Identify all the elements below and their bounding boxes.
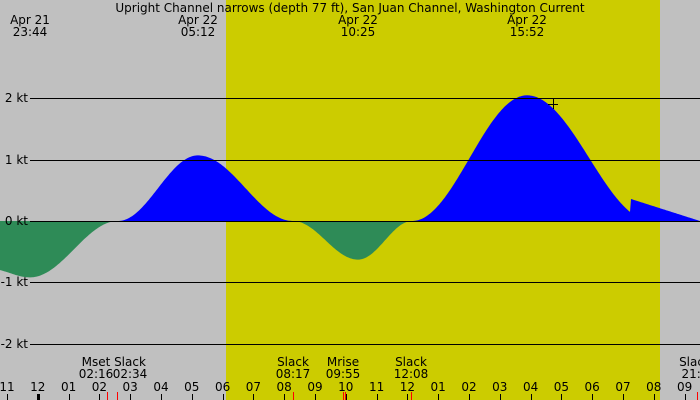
hour-label: 09 bbox=[307, 380, 322, 394]
grid-lines bbox=[30, 98, 700, 345]
hour-label: 03 bbox=[492, 380, 507, 394]
event-time: 09:55 bbox=[326, 367, 361, 381]
extremum-time: 15:52 bbox=[510, 25, 545, 39]
event-name: Mrise bbox=[327, 355, 359, 369]
extremum-time: 23:44 bbox=[13, 25, 48, 39]
hour-label: 06 bbox=[215, 380, 230, 394]
hour-label: 05 bbox=[554, 380, 569, 394]
current-areas bbox=[0, 95, 700, 278]
hour-label: 04 bbox=[523, 380, 538, 394]
hour-label: 12 bbox=[30, 380, 45, 394]
hour-label: 08 bbox=[277, 380, 292, 394]
event-time: 02:34 bbox=[113, 367, 148, 381]
chart-title: Upright Channel narrows (depth 77 ft), S… bbox=[115, 1, 585, 15]
hour-label: 07 bbox=[615, 380, 630, 394]
y-tick-label: 1 kt bbox=[5, 153, 28, 167]
ebb-area bbox=[0, 221, 700, 278]
hour-label: 02 bbox=[461, 380, 476, 394]
current-time-marker bbox=[548, 99, 558, 109]
hour-axis: 11 12 01 02 03 04 05 06 07 08 09 10 11 12 01 02 03 04 05 06… bbox=[0, 380, 692, 400]
event-name: Slack bbox=[114, 355, 146, 369]
hour-label: 06 bbox=[585, 380, 600, 394]
y-tick-label: -1 kt bbox=[1, 275, 29, 289]
event-time: 21:1 bbox=[682, 367, 700, 381]
hour-label: 01 bbox=[61, 380, 76, 394]
event-name: Mset bbox=[82, 355, 111, 369]
extremum-date: Apr 22 bbox=[178, 13, 218, 27]
hour-label: 12 bbox=[400, 380, 415, 394]
extremum-time: 05:12 bbox=[181, 25, 216, 39]
hour-label: 11 bbox=[369, 380, 384, 394]
extremum-date: Apr 22 bbox=[338, 13, 378, 27]
hour-label: 08 bbox=[646, 380, 661, 394]
hour-label: 03 bbox=[123, 380, 138, 394]
hour-label: 02 bbox=[92, 380, 107, 394]
y-tick-label: 0 kt bbox=[5, 214, 28, 228]
hour-label: 01 bbox=[431, 380, 446, 394]
extremum-date: Apr 22 bbox=[507, 13, 547, 27]
event-labels: Mset02:16Slack02:34Slack08:17Mrise09:55S… bbox=[79, 355, 700, 400]
hour-label: 04 bbox=[153, 380, 168, 394]
extremum-date: Apr 21 bbox=[10, 13, 50, 27]
hour-label: 07 bbox=[246, 380, 261, 394]
extremum-time: 10:25 bbox=[341, 25, 376, 39]
y-axis-labels: 2 kt 1 kt 0 kt -1 kt -2 kt bbox=[1, 91, 29, 351]
event-time: 08:17 bbox=[276, 367, 311, 381]
event-name: Slack bbox=[277, 355, 309, 369]
y-tick-label: 2 kt bbox=[5, 91, 28, 105]
event-name: Slack bbox=[679, 355, 700, 369]
event-name: Slack bbox=[395, 355, 427, 369]
y-tick-label: -2 kt bbox=[1, 337, 29, 351]
hour-label: 11 bbox=[0, 380, 15, 394]
hour-label: 09 bbox=[677, 380, 692, 394]
hour-label: 05 bbox=[184, 380, 199, 394]
event-time: 12:08 bbox=[394, 367, 429, 381]
hour-label: 10 bbox=[338, 380, 353, 394]
event-time: 02:16 bbox=[79, 367, 114, 381]
flood-area bbox=[0, 95, 700, 221]
